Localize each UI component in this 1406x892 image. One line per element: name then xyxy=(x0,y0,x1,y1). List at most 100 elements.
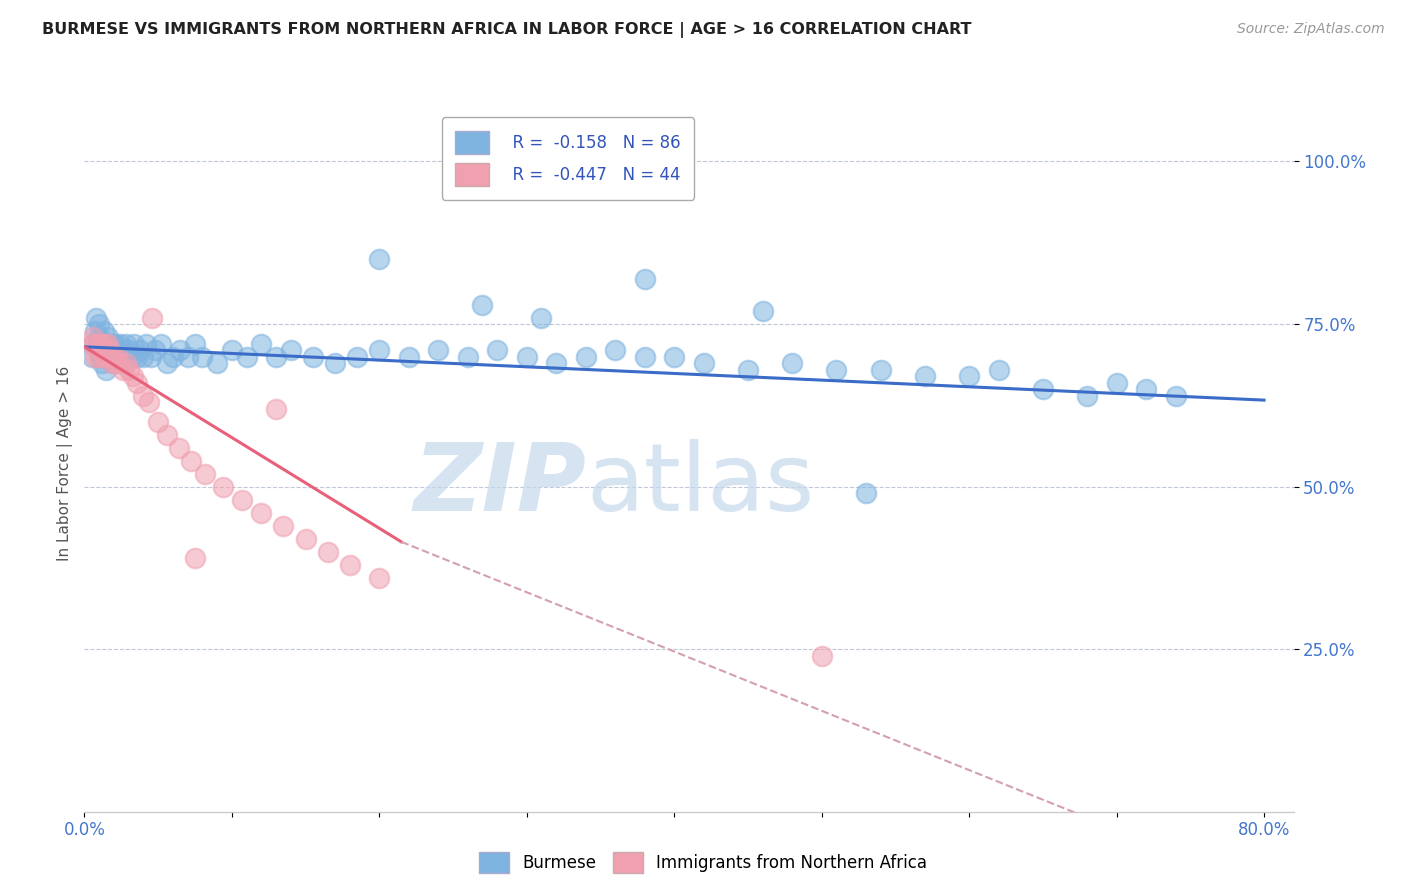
Point xyxy=(221,343,243,357)
Point xyxy=(855,486,877,500)
Point xyxy=(810,648,832,663)
Point xyxy=(93,350,115,364)
Point xyxy=(156,356,179,370)
Point xyxy=(737,362,759,376)
Point xyxy=(162,350,184,364)
Point xyxy=(1105,376,1128,390)
Point xyxy=(264,350,287,364)
Point xyxy=(634,350,657,364)
Point xyxy=(82,330,104,344)
Point xyxy=(250,506,273,520)
Point xyxy=(471,297,494,311)
Point xyxy=(180,453,202,467)
Point xyxy=(96,362,118,376)
Point xyxy=(103,350,125,364)
Text: BURMESE VS IMMIGRANTS FROM NORTHERN AFRICA IN LABOR FORCE | AGE > 16 CORRELATION: BURMESE VS IMMIGRANTS FROM NORTHERN AFRI… xyxy=(42,22,972,38)
Point xyxy=(139,350,162,364)
Point xyxy=(825,362,848,376)
Point xyxy=(84,336,107,351)
Point xyxy=(114,356,136,370)
Point xyxy=(167,441,190,455)
Point xyxy=(156,427,179,442)
Point xyxy=(87,343,110,357)
Point xyxy=(135,336,157,351)
Point xyxy=(111,362,134,376)
Point xyxy=(316,544,339,558)
Point xyxy=(398,350,420,364)
Point xyxy=(605,343,627,357)
Point xyxy=(1076,388,1098,402)
Y-axis label: In Labor Force | Age > 16: In Labor Force | Age > 16 xyxy=(58,367,73,561)
Point xyxy=(346,350,368,364)
Text: ZIP: ZIP xyxy=(413,439,586,531)
Point xyxy=(129,343,152,357)
Point xyxy=(105,350,128,364)
Point xyxy=(87,350,110,364)
Point xyxy=(98,336,121,351)
Point xyxy=(368,343,391,357)
Point xyxy=(692,356,714,370)
Point xyxy=(486,343,509,357)
Point xyxy=(127,350,149,364)
Point xyxy=(96,336,118,351)
Point xyxy=(780,356,803,370)
Point xyxy=(143,343,166,357)
Point xyxy=(93,324,115,338)
Point xyxy=(169,343,191,357)
Point xyxy=(87,336,110,351)
Point xyxy=(150,336,173,351)
Point xyxy=(103,350,125,364)
Point xyxy=(634,271,657,285)
Point xyxy=(97,350,120,364)
Point xyxy=(83,324,105,338)
Point xyxy=(100,343,122,357)
Point xyxy=(83,350,105,364)
Point xyxy=(90,336,112,351)
Point xyxy=(1164,388,1187,402)
Point xyxy=(914,369,936,384)
Point xyxy=(100,350,122,364)
Point xyxy=(91,343,114,357)
Point xyxy=(101,356,124,370)
Point xyxy=(121,350,143,364)
Point xyxy=(184,551,207,566)
Point xyxy=(294,532,316,546)
Point xyxy=(117,362,139,376)
Point xyxy=(80,350,103,364)
Text: atlas: atlas xyxy=(586,439,814,531)
Point xyxy=(100,350,122,364)
Point xyxy=(127,376,149,390)
Point xyxy=(530,310,553,325)
Point xyxy=(176,350,198,364)
Point xyxy=(146,415,169,429)
Point xyxy=(101,356,124,370)
Point xyxy=(105,343,128,357)
Point xyxy=(957,369,980,384)
Point xyxy=(93,336,115,351)
Point xyxy=(97,330,120,344)
Point xyxy=(107,350,129,364)
Point xyxy=(96,350,118,364)
Point xyxy=(1135,382,1157,396)
Point xyxy=(191,350,214,364)
Point xyxy=(987,362,1010,376)
Point xyxy=(104,356,127,370)
Point xyxy=(235,350,257,364)
Point xyxy=(122,369,145,384)
Point xyxy=(132,388,155,402)
Point xyxy=(194,467,217,481)
Point xyxy=(97,336,120,351)
Point xyxy=(302,350,325,364)
Point xyxy=(108,356,131,370)
Point xyxy=(184,336,207,351)
Point xyxy=(87,317,110,331)
Point xyxy=(250,336,273,351)
Point xyxy=(91,356,114,370)
Point xyxy=(86,336,108,351)
Point xyxy=(82,336,104,351)
Point xyxy=(457,350,479,364)
Point xyxy=(117,343,139,357)
Point xyxy=(84,310,107,325)
Point xyxy=(1032,382,1054,396)
Point xyxy=(664,350,686,364)
